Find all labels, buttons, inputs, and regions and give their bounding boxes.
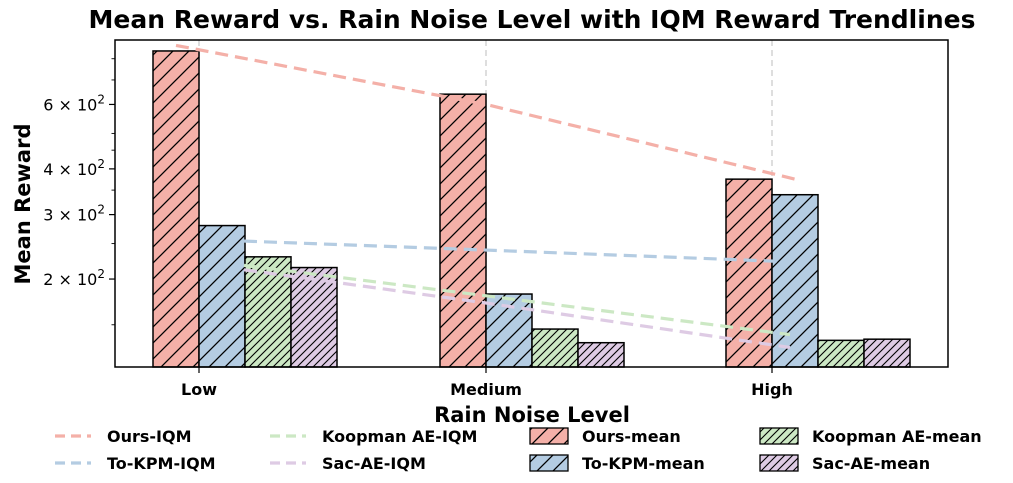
x-axis: Low Medium High — [181, 367, 793, 399]
y-tick-label: 6 × 102 — [43, 92, 105, 114]
legend-label: Sac-AE-mean — [812, 454, 930, 473]
bar-hatch-sac-ae-mean-medium — [577, 341, 625, 368]
legend-entry-ours-iqm: Ours-IQM — [55, 427, 192, 446]
legend-entry-to-kpm-mean: To-KPM-mean — [529, 454, 705, 473]
bar-hatch-koopman-ae-mean-medium — [531, 328, 579, 368]
legend-swatch-hatch — [759, 454, 799, 472]
x-tick-label-low: Low — [181, 380, 217, 399]
x-tick-label-high: High — [751, 380, 793, 399]
y-tick-label: 3 × 102 — [43, 203, 105, 225]
bar-hatch-to-kpm-mean-low — [198, 224, 246, 368]
legend-label: To-KPM-mean — [582, 454, 705, 473]
legend-label: Sac-AE-IQM — [322, 454, 426, 473]
bar-hatch-koopman-ae-mean-high — [817, 339, 865, 368]
bar-hatch-sac-ae-mean-high — [863, 338, 911, 368]
legend-entry-koopman-ae-mean: Koopman AE-mean — [759, 427, 982, 446]
legend-entry-sac-ae-iqm: Sac-AE-IQM — [270, 454, 426, 473]
legend-label: Ours-IQM — [107, 427, 192, 446]
legend-label: Ours-mean — [582, 427, 681, 446]
x-tick-label-medium: Medium — [450, 380, 522, 399]
y-tick-label: 2 × 102 — [43, 267, 105, 289]
legend-entry-sac-ae-mean: Sac-AE-mean — [759, 454, 930, 473]
bar-hatch-koopman-ae-mean-low — [244, 256, 292, 368]
trendline-sac-ae-iqm — [243, 268, 791, 350]
y-tick-label: 4 × 102 — [43, 157, 105, 179]
bar-hatch-to-kpm-mean-high — [771, 193, 819, 368]
y-axis-label: Mean Reward — [11, 124, 35, 285]
trendline-ours-iqm — [175, 43, 796, 181]
trendline-koopman-ae-iqm — [243, 263, 791, 337]
legend-entry-koopman-ae-iqm: Koopman AE-IQM — [270, 427, 477, 446]
bar-hatch-ours-mean-medium — [439, 93, 487, 368]
trendline-to-kpm-iqm — [243, 239, 791, 264]
legend-label: To-KPM-IQM — [107, 454, 216, 473]
x-axis-label: Rain Noise Level — [434, 403, 630, 427]
legend-swatch-hatch — [759, 427, 799, 445]
legend-label: Koopman AE-mean — [812, 427, 982, 446]
bar-hatch-ours-mean-low — [152, 50, 200, 368]
legend-swatch-hatch — [529, 454, 569, 472]
legend: Ours-IQM Koopman AE-IQM Ours-mean Koopman A… — [55, 427, 982, 473]
trendlines — [175, 43, 796, 350]
legend-entry-ours-mean: Ours-mean — [529, 427, 681, 446]
bar-hatch-ours-mean-high — [725, 178, 773, 368]
legend-entry-to-kpm-iqm: To-KPM-IQM — [55, 454, 216, 473]
y-axis: 2 × 102 3 × 102 4 × 102 6 × 102 — [43, 58, 115, 326]
bars — [152, 50, 911, 368]
chart-title: Mean Reward vs. Rain Noise Level with IQ… — [89, 5, 976, 34]
plot-area-frame — [114, 39, 949, 368]
legend-label: Koopman AE-IQM — [322, 427, 477, 446]
legend-swatch-hatch — [529, 427, 569, 445]
